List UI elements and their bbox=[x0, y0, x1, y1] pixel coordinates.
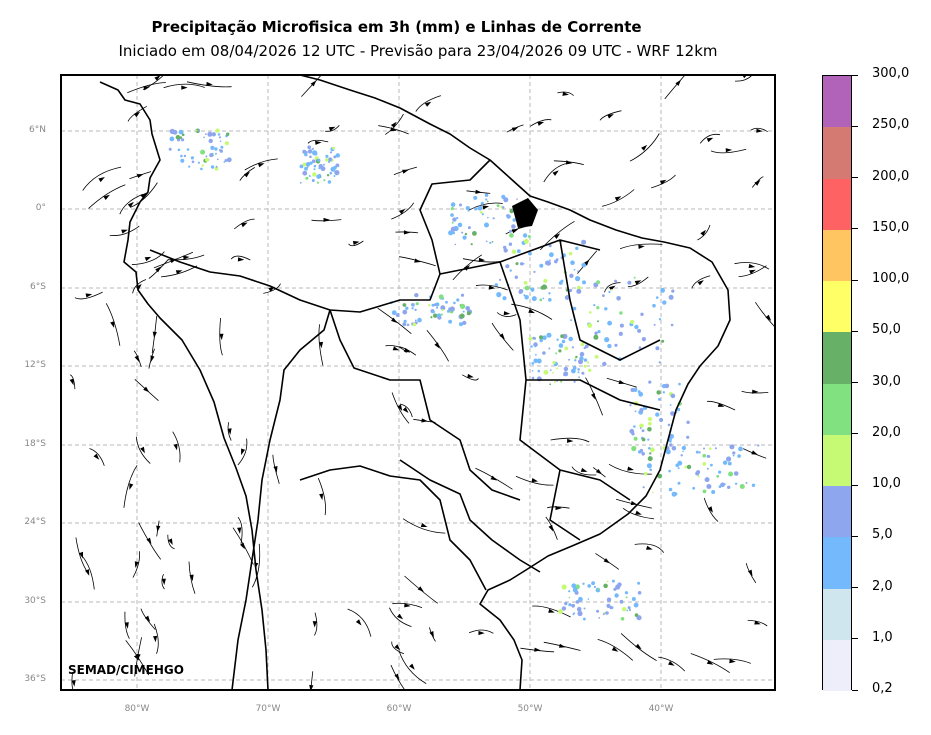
latitude-label: 0° bbox=[35, 203, 46, 213]
colorbar-segment bbox=[823, 639, 851, 691]
longitude-label: 50°W bbox=[517, 704, 543, 714]
precipitation-field bbox=[168, 128, 760, 621]
colorbar-tick bbox=[852, 587, 858, 588]
longitude-label: 80°W bbox=[124, 704, 150, 714]
colorbar-segment bbox=[823, 486, 851, 538]
colorbar-tick bbox=[852, 228, 858, 230]
country-border-andes bbox=[231, 309, 331, 690]
colorbar-tick bbox=[852, 330, 858, 332]
graticule bbox=[61, 75, 775, 690]
colorbar-label: 50,0 bbox=[872, 322, 901, 338]
latitude-label: 6°S bbox=[30, 282, 46, 292]
map-frame bbox=[60, 74, 776, 691]
colorbar-segment bbox=[823, 588, 851, 640]
latitude-label: 36°S bbox=[24, 674, 46, 684]
country-border-argentina bbox=[299, 465, 487, 591]
colorbar-tick bbox=[852, 535, 858, 537]
colorbar-segment bbox=[823, 281, 851, 333]
colorbar-segment bbox=[823, 76, 851, 128]
streamlines bbox=[69, 75, 775, 690]
colorbar-segment bbox=[823, 537, 851, 589]
longitude-label: 60°W bbox=[386, 704, 412, 714]
colorbar-segment bbox=[823, 332, 851, 384]
colorbar-label: 150,0 bbox=[872, 219, 910, 235]
colorbar-tick bbox=[852, 177, 858, 178]
map-subtitle: Iniciado em 08/04/2026 12 UTC - Previsão… bbox=[118, 42, 718, 60]
colorbar-tick bbox=[852, 382, 858, 383]
colorbar-tick bbox=[852, 279, 858, 281]
colorbar bbox=[822, 75, 852, 691]
south-america-coastline bbox=[99, 75, 731, 690]
colorbar-label: 250,0 bbox=[872, 117, 910, 133]
country-border-bolivia bbox=[329, 309, 521, 501]
colorbar-label: 100,0 bbox=[872, 271, 910, 286]
country-border-north bbox=[149, 159, 491, 313]
latitude-label: 30°S bbox=[24, 596, 46, 606]
latitude-label: 24°S bbox=[24, 517, 46, 527]
credit-label: SEMAD/CIMEHGO bbox=[68, 663, 184, 677]
colorbar-tick bbox=[852, 125, 858, 127]
lake-marajo bbox=[512, 198, 538, 228]
colorbar-segment bbox=[823, 383, 851, 435]
colorbar-label: 1,0 bbox=[872, 629, 893, 645]
latitude-label: 18°S bbox=[24, 439, 46, 449]
longitude-label: 70°W bbox=[255, 704, 281, 714]
colorbar-label: 2,0 bbox=[872, 578, 893, 594]
coastlines-and-borders bbox=[99, 75, 731, 690]
colorbar-tick bbox=[852, 638, 858, 640]
latitude-label: 6°N bbox=[29, 125, 46, 135]
colorbar-label: 0,2 bbox=[872, 681, 893, 696]
state-borders-brazil bbox=[439, 239, 661, 541]
longitude-label: 40°W bbox=[648, 704, 674, 714]
colorbar-segment bbox=[823, 127, 851, 179]
colorbar-segment bbox=[823, 229, 851, 281]
colorbar-label: 30,0 bbox=[872, 373, 901, 389]
map-title: Precipitação Microfisica em 3h (mm) e Li… bbox=[151, 18, 642, 36]
latitude-label: 12°S bbox=[24, 360, 46, 370]
colorbar-segment bbox=[823, 434, 851, 486]
colorbar-tick bbox=[852, 74, 858, 76]
colorbar-label: 200,0 bbox=[872, 168, 910, 184]
colorbar-segment bbox=[823, 178, 851, 230]
colorbar-tick bbox=[852, 484, 858, 486]
country-border-paraguay bbox=[399, 459, 541, 573]
colorbar-label: 300,0 bbox=[872, 66, 910, 81]
colorbar-label: 10,0 bbox=[872, 476, 901, 491]
colorbar-label: 5,0 bbox=[872, 527, 893, 543]
colorbar-tick bbox=[852, 689, 858, 691]
colorbar-tick bbox=[852, 433, 858, 435]
colorbar-label: 20,0 bbox=[872, 424, 901, 440]
